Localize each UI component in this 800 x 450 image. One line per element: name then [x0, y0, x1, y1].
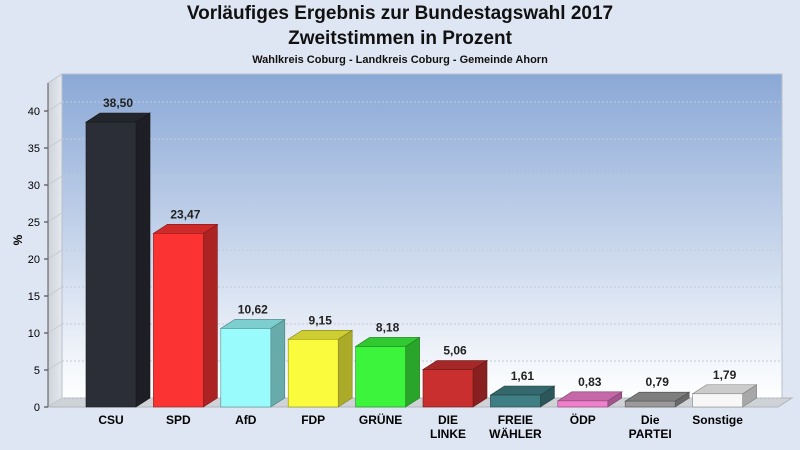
bar [219, 318, 286, 408]
y-tick-label: 35 [28, 143, 40, 155]
category-label: LINKE [430, 427, 466, 441]
bar [624, 391, 691, 408]
bar-value-label: 38,50 [103, 96, 133, 110]
y-tick-label: 0 [34, 402, 40, 414]
bar [556, 391, 623, 408]
gridline-wall [47, 249, 63, 260]
bar [691, 384, 758, 408]
bar-front [557, 400, 609, 408]
category-label: ÖDP [570, 412, 596, 427]
chart-region: Wahlkreis Coburg - Landkreis Coburg - Ge… [252, 54, 548, 66]
bar-front [85, 121, 137, 408]
bar-value-label: 5,06 [443, 344, 467, 358]
bar-front [490, 394, 541, 408]
gridline-wall [47, 360, 63, 371]
chart-title: Vorläufiges Ergebnis zur Bundestagswahl … [186, 3, 614, 24]
y-tick-label: 5 [34, 365, 40, 377]
y-axis: 0 5 10 15 20 25 30 35 40% [11, 83, 49, 414]
y-tick-label: 10 [28, 328, 40, 340]
bar [287, 329, 354, 408]
bar-value-label: 9,15 [309, 313, 333, 327]
bar-value-label: 0,79 [646, 375, 670, 389]
bar [152, 223, 219, 408]
chart-subtitle: Zweitstimmen in Prozent [288, 28, 512, 49]
bar-side [270, 318, 286, 408]
gridline-wall [47, 286, 63, 297]
bar-value-label: 0,83 [578, 375, 602, 389]
category-label: Sonstige [692, 413, 743, 427]
gridline-wall [47, 175, 63, 186]
bar-front [422, 369, 474, 408]
bars [84, 112, 758, 408]
category-label: WÄHLER [489, 426, 542, 441]
bar-front [153, 233, 204, 408]
y-tick-label: 20 [28, 254, 40, 266]
bar-front [692, 393, 743, 408]
bar-side [337, 329, 353, 408]
category-label: SPD [166, 413, 191, 427]
labels: 38,50 CSU 23,47 SPD 10,62 AfD 9,15 FDP 8,18 GRÜNE… [98, 96, 743, 441]
gridline-wall [47, 101, 63, 112]
plot-left-wall [47, 73, 63, 408]
bar [354, 336, 421, 408]
category-label: FREIE [498, 413, 533, 427]
bar [421, 360, 489, 408]
y-tick-label: 15 [28, 291, 40, 303]
bar-value-label: 1,79 [713, 368, 737, 382]
y-tick-label: 25 [28, 217, 40, 229]
bar-front [624, 400, 676, 408]
bar-side [203, 223, 218, 408]
category-label: AfD [235, 413, 257, 427]
bar [84, 112, 152, 408]
bar-front [355, 346, 406, 408]
bar [489, 385, 556, 408]
category-label: CSU [98, 413, 123, 427]
category-label: GRÜNE [359, 412, 402, 427]
gridline-wall [47, 138, 63, 149]
bar-front [220, 328, 272, 408]
y-tick-label: 30 [28, 180, 40, 192]
category-label: Die [641, 413, 660, 427]
y-axis-title: % [11, 234, 25, 245]
gridline-wall [47, 397, 63, 408]
bar-front [287, 338, 339, 408]
gridline-wall [47, 212, 63, 223]
bar-value-label: 1,61 [511, 369, 535, 383]
y-tick-label: 40 [28, 106, 40, 118]
bar-side [135, 112, 151, 408]
bar-value-label: 10,62 [238, 302, 268, 316]
bar-value-label: 8,18 [376, 320, 400, 334]
bar-side [405, 336, 420, 408]
category-label: FDP [301, 413, 325, 427]
category-label: DIE [438, 413, 458, 427]
category-label: PARTEI [629, 427, 672, 441]
gridline-wall [47, 323, 63, 334]
bar-value-label: 23,47 [170, 207, 200, 221]
